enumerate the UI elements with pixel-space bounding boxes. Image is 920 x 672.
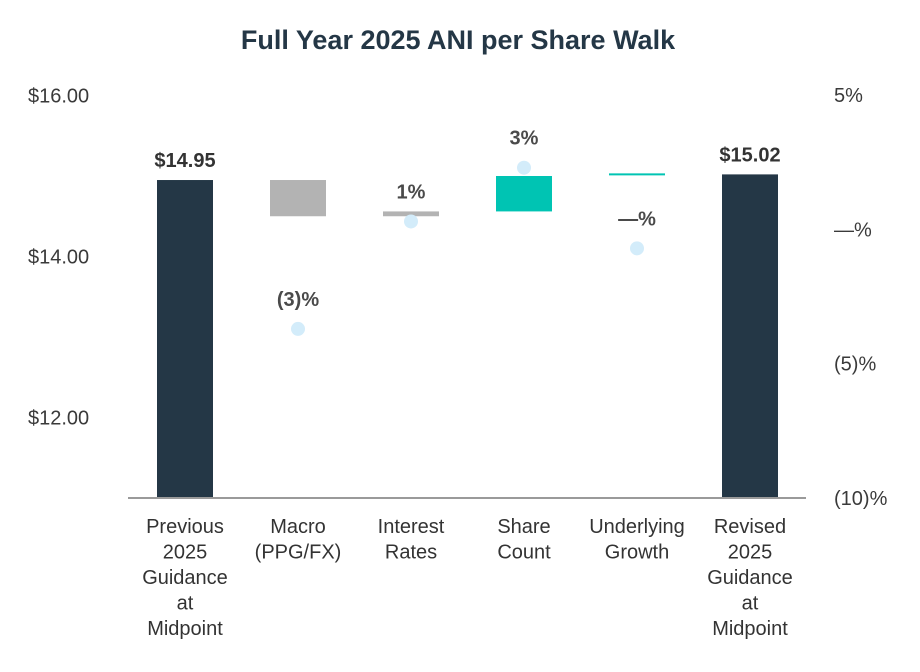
category-label-2: Rates — [385, 542, 437, 564]
right-tick-label: (10)% — [834, 488, 888, 510]
left-tick-label: $14.00 — [28, 247, 89, 269]
pct-dot-2 — [404, 214, 418, 229]
category-label-5: Guidance — [707, 567, 793, 589]
data-labels: $14.95 (3)% 1% 3% —% $15.02 — [154, 128, 780, 311]
category-label-1: Macro — [270, 516, 326, 538]
right-axis-ticks: 5% —% (5)% (10)% — [834, 85, 888, 510]
category-label-4: Growth — [605, 542, 669, 564]
pct-dot-4 — [630, 241, 644, 256]
bar-0 — [157, 180, 213, 498]
left-tick-label: $12.00 — [28, 408, 89, 430]
category-label-5: Revised — [714, 516, 786, 538]
pct-label-3: 3% — [510, 128, 539, 150]
value-label-5: $15.02 — [719, 144, 780, 166]
bar-1 — [270, 180, 326, 217]
category-label-5: 2025 — [728, 542, 773, 564]
value-label-0: $14.95 — [154, 150, 215, 172]
bar-5 — [722, 174, 778, 498]
category-label-0: Previous — [146, 516, 224, 538]
right-tick-label: 5% — [834, 85, 863, 107]
chart-title: Full Year 2025 ANI per Share Walk — [241, 25, 676, 55]
pct-label-2: 1% — [397, 181, 426, 203]
left-tick-label: $16.00 — [28, 86, 89, 108]
category-label-0: Midpoint — [147, 618, 223, 640]
category-label-2: Interest — [378, 516, 445, 538]
left-axis-ticks: $16.00 $14.00 $12.00 — [28, 86, 89, 430]
bars — [157, 173, 778, 498]
category-label-0: 2025 — [163, 542, 208, 564]
category-label-4: Underlying — [589, 516, 685, 538]
right-tick-label: (5)% — [834, 354, 876, 376]
category-label-3: Count — [497, 542, 551, 564]
right-tick-label: —% — [834, 219, 872, 241]
pct-label-4: —% — [618, 208, 656, 230]
category-labels: Previous 2025 Guidance at Midpoint Macro (PPG/… — [142, 516, 793, 640]
pct-label-1: (3)% — [277, 289, 319, 311]
bar-3 — [496, 176, 552, 212]
pct-markers — [291, 160, 644, 336]
category-label-1: (PPG/FX) — [255, 542, 342, 564]
category-label-5: Midpoint — [712, 618, 788, 640]
pct-dot-1 — [291, 321, 305, 336]
category-label-5: at — [742, 593, 759, 615]
category-label-3: Share — [497, 516, 550, 538]
pct-dot-3 — [517, 160, 531, 175]
category-label-0: at — [177, 593, 194, 615]
bar-2 — [383, 211, 439, 217]
category-label-0: Guidance — [142, 567, 228, 589]
